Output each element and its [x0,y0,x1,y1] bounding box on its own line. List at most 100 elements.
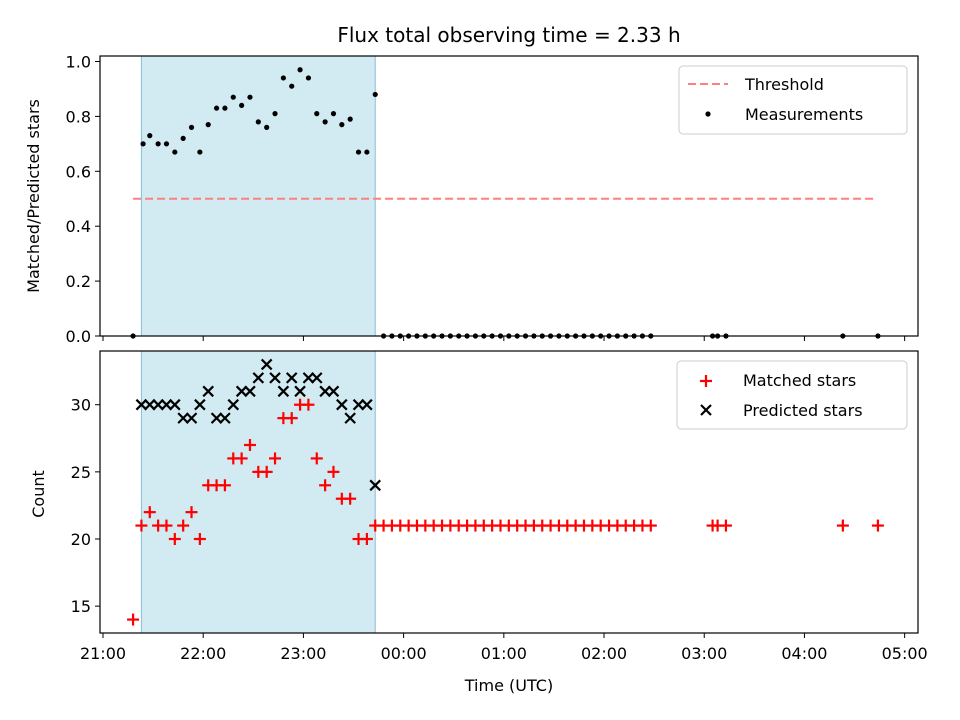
matched-point [871,519,884,532]
measurement-point [247,94,253,100]
predicted-point [327,385,340,398]
predicted-point [361,398,373,411]
x-tick-label: 00:00 [381,644,427,663]
chart-title: Flux total observing time = 2.33 h [337,23,680,47]
predicted-point [252,372,265,384]
x-tick-label: 22:00 [180,644,226,663]
predicted-point [202,385,214,398]
bottom-y-tick-label: 30 [71,396,91,415]
measurement-point [140,141,146,147]
predicted-point [152,398,164,411]
predicted-point [143,398,156,411]
matched-point [285,412,298,425]
x-tick-label: 02:00 [581,644,627,663]
predicted-point [185,412,198,424]
predicted-point [169,398,181,411]
top-y-tick-label: 0.2 [66,272,91,291]
top-axis-ticks: 0.0 0.2 0.4 0.6 0.8 1.0 [66,52,906,346]
predicted-point [352,398,365,411]
matched-point [327,465,340,478]
predicted-stars-series [135,358,382,492]
predicted-point [260,358,273,371]
matched-point [168,533,181,545]
legend-predicted-swatch [700,404,712,416]
predicted-point [302,372,315,384]
top-y-tick-label: 1.0 [66,52,91,71]
x-axis-label: Time (UTC) [464,676,553,695]
matched-stars-series [127,398,884,626]
measurement-point [172,149,178,155]
observing-window-bottom [140,350,376,634]
top-y-axis-label: Matched/Predicted stars [24,99,43,293]
matched-point [344,492,357,505]
predicted-point [135,398,148,411]
bottom-y-tick-label: 25 [71,463,91,482]
bottom-y-axis-label: Count [29,470,48,518]
matched-point [177,519,190,532]
x-tick-label: 04:00 [781,644,827,663]
x-tick-label: 21:00 [80,644,126,663]
measurement-point [330,111,337,117]
legend-matched-swatch [700,375,712,387]
measurement-point [305,75,312,81]
matched-point [127,613,140,626]
matched-point [185,506,198,519]
measurement-point [180,135,186,141]
measurement-point [255,119,261,125]
top-legend-box [678,65,908,135]
x-tick-label: 03:00 [681,644,727,663]
measurement-point [347,116,353,122]
predicted-point [285,372,298,384]
top-axes-frame [99,55,919,337]
measurement-point [272,111,278,117]
measurement-point [222,105,228,111]
measurement-point [205,122,211,128]
measurement-point [264,124,270,130]
matched-point [193,533,206,545]
matched-point [143,506,156,519]
matched-point [836,519,849,532]
measurement-point [147,133,153,139]
predicted-point [269,372,281,384]
measurement-point [213,105,220,111]
predicted-point [344,412,356,424]
measurement-point [322,119,328,125]
predicted-point [369,479,382,492]
matched-point [235,452,248,465]
measurement-point [188,124,195,130]
measurement-point [163,141,170,147]
measurement-point [355,149,362,155]
measurement-point [314,111,320,117]
legend-predicted-label: Predicted stars [743,401,863,420]
observing-window-top [140,55,376,337]
bottom-y-tick-label: 15 [71,597,91,616]
measurement-point [239,102,245,109]
bottom-axis-ticks: 15 20 25 30 21:00 22:00 23:00 00:00 01:00 02:00 03… [71,396,928,663]
measurement-point [372,91,378,98]
predicted-point [219,412,231,424]
matched-point [644,519,657,532]
measurement-point [230,94,236,100]
predicted-point [160,398,173,411]
measurement-point [339,122,345,128]
measurement-point [280,75,286,81]
matched-point [319,479,332,492]
top-panel: 0.0 0.2 0.4 0.6 0.8 1.0 Matched/Predicted sta… [24,52,919,346]
measurement-point [155,141,161,147]
predicted-point [194,398,206,411]
x-tick-label: 01:00 [481,644,527,663]
matched-point [269,452,282,465]
bottom-panel: 15 20 25 30 21:00 22:00 23:00 00:00 01:00 02:00 03… [29,350,928,695]
x-tick-label: 23:00 [280,644,326,663]
predicted-point [210,412,223,424]
top-legend: Threshold Measurements [678,65,908,135]
top-y-tick-label: 0.4 [66,217,91,236]
x-tick-label: 05:00 [882,644,928,663]
bottom-y-tick-label: 20 [71,530,91,549]
matched-point [160,519,173,532]
predicted-point [319,385,331,398]
predicted-point [277,385,290,398]
predicted-point [235,385,248,398]
top-y-tick-label: 0.0 [66,327,91,346]
